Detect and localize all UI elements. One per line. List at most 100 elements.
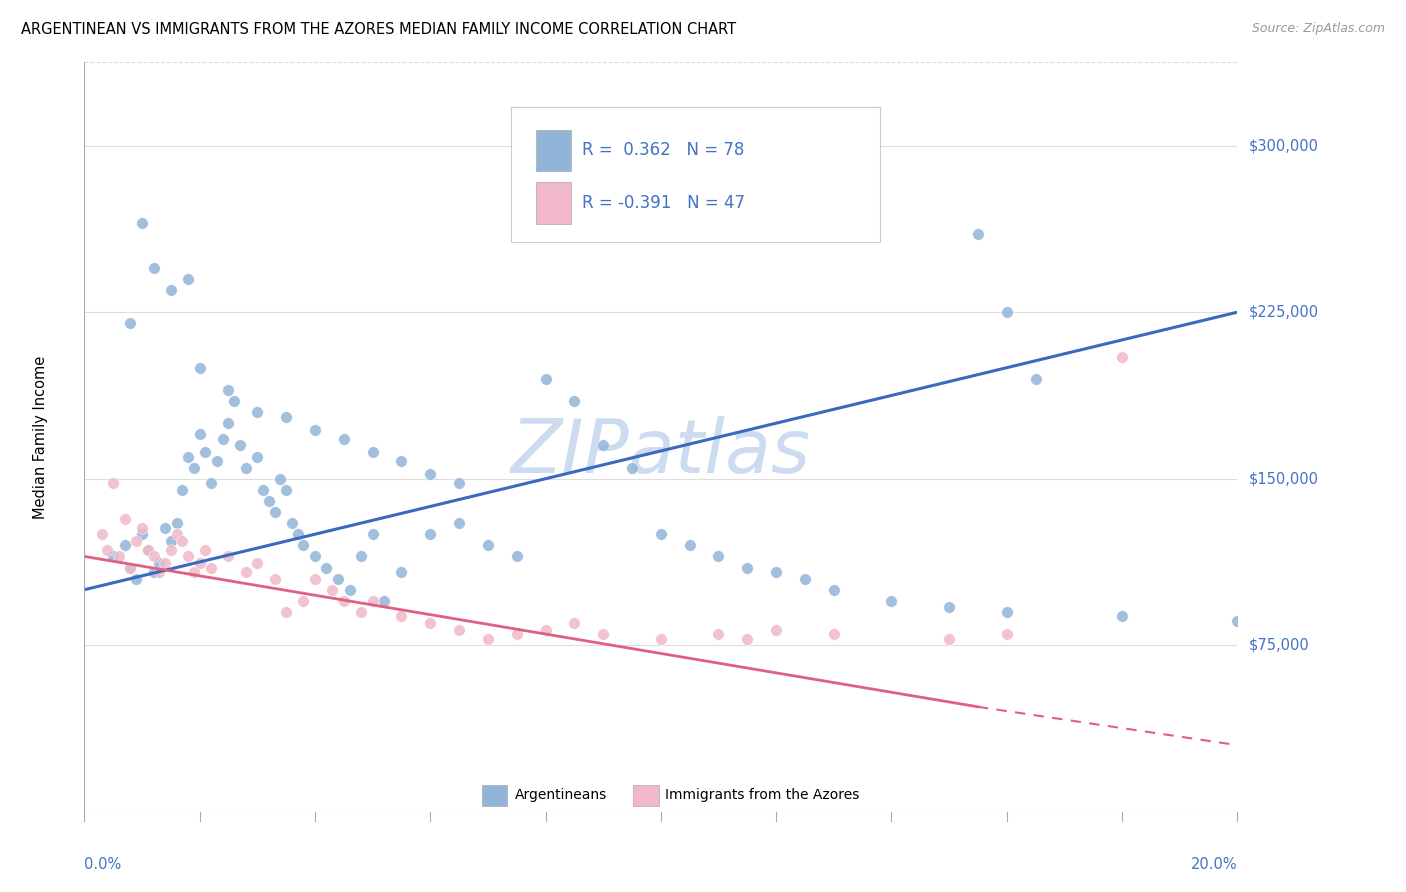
Point [235,565,257,579]
Point [350,549,373,564]
Point [172,533,194,548]
Point [967,227,990,242]
Point [246,556,269,570]
Point [292,594,315,608]
Point [419,527,441,541]
Point [120,560,142,574]
Point [148,565,170,579]
Point [194,445,217,459]
Point [136,542,159,557]
Point [361,594,384,608]
Point [679,538,702,552]
Point [707,627,730,641]
Point [103,476,124,491]
Point [737,560,759,574]
Point [449,516,471,530]
Point [153,520,176,534]
Point [142,260,165,275]
Point [218,383,240,397]
Point [339,582,361,597]
Text: $300,000: $300,000 [1249,138,1319,153]
Text: $225,000: $225,000 [1249,305,1319,319]
Point [823,582,845,597]
Point [333,594,356,608]
Point [103,549,124,564]
Point [183,565,205,579]
Point [995,305,1018,319]
Point [506,549,529,564]
Point [1111,350,1133,364]
Point [160,533,183,548]
Point [449,623,471,637]
Point [361,445,384,459]
Point [276,409,298,424]
Point [281,516,304,530]
Point [315,560,337,574]
Text: $75,000: $75,000 [1249,638,1309,653]
Point [114,538,136,552]
Point [592,627,614,641]
Point [1226,614,1249,628]
Point [96,542,118,557]
Point [361,527,384,541]
Point [477,632,499,646]
Point [200,476,222,491]
FancyBboxPatch shape [510,107,880,243]
Point [1025,372,1047,386]
Point [142,565,165,579]
Text: 0.0%: 0.0% [84,856,121,871]
Point [160,283,183,297]
Point [246,450,269,464]
Point [995,627,1018,641]
Point [200,560,222,574]
Text: Immigrants from the Azores: Immigrants from the Azores [665,789,860,802]
Point [765,565,787,579]
Point [224,394,246,409]
Point [148,556,170,570]
Point [125,533,148,548]
Point [419,467,441,482]
Point [263,505,285,519]
Text: 20.0%: 20.0% [1191,856,1237,871]
Point [263,572,285,586]
FancyBboxPatch shape [536,182,571,224]
Point [995,605,1018,619]
Point [391,609,413,624]
Point [194,542,217,557]
Point [131,520,153,534]
Point [391,454,413,468]
FancyBboxPatch shape [633,785,658,805]
Point [218,416,240,430]
Point [373,594,395,608]
Point [534,623,557,637]
Point [136,542,159,557]
Point [257,494,280,508]
Point [166,527,188,541]
Point [188,360,211,375]
Point [235,460,257,475]
Point [160,542,183,557]
Point [938,632,960,646]
Point [1111,609,1133,624]
Point [564,394,586,409]
Point [391,565,413,579]
Point [211,432,233,446]
Point [304,549,326,564]
Point [172,483,194,497]
Point [534,372,557,386]
Text: $150,000: $150,000 [1249,471,1319,486]
Point [108,549,131,564]
Point [564,615,586,630]
Point [183,460,205,475]
Point [304,423,326,437]
Point [292,538,315,552]
Point [166,516,188,530]
Point [350,605,373,619]
Point [304,572,326,586]
Point [707,549,730,564]
Point [449,476,471,491]
Point [276,605,298,619]
Point [131,216,153,230]
Point [114,511,136,525]
Point [506,627,529,641]
